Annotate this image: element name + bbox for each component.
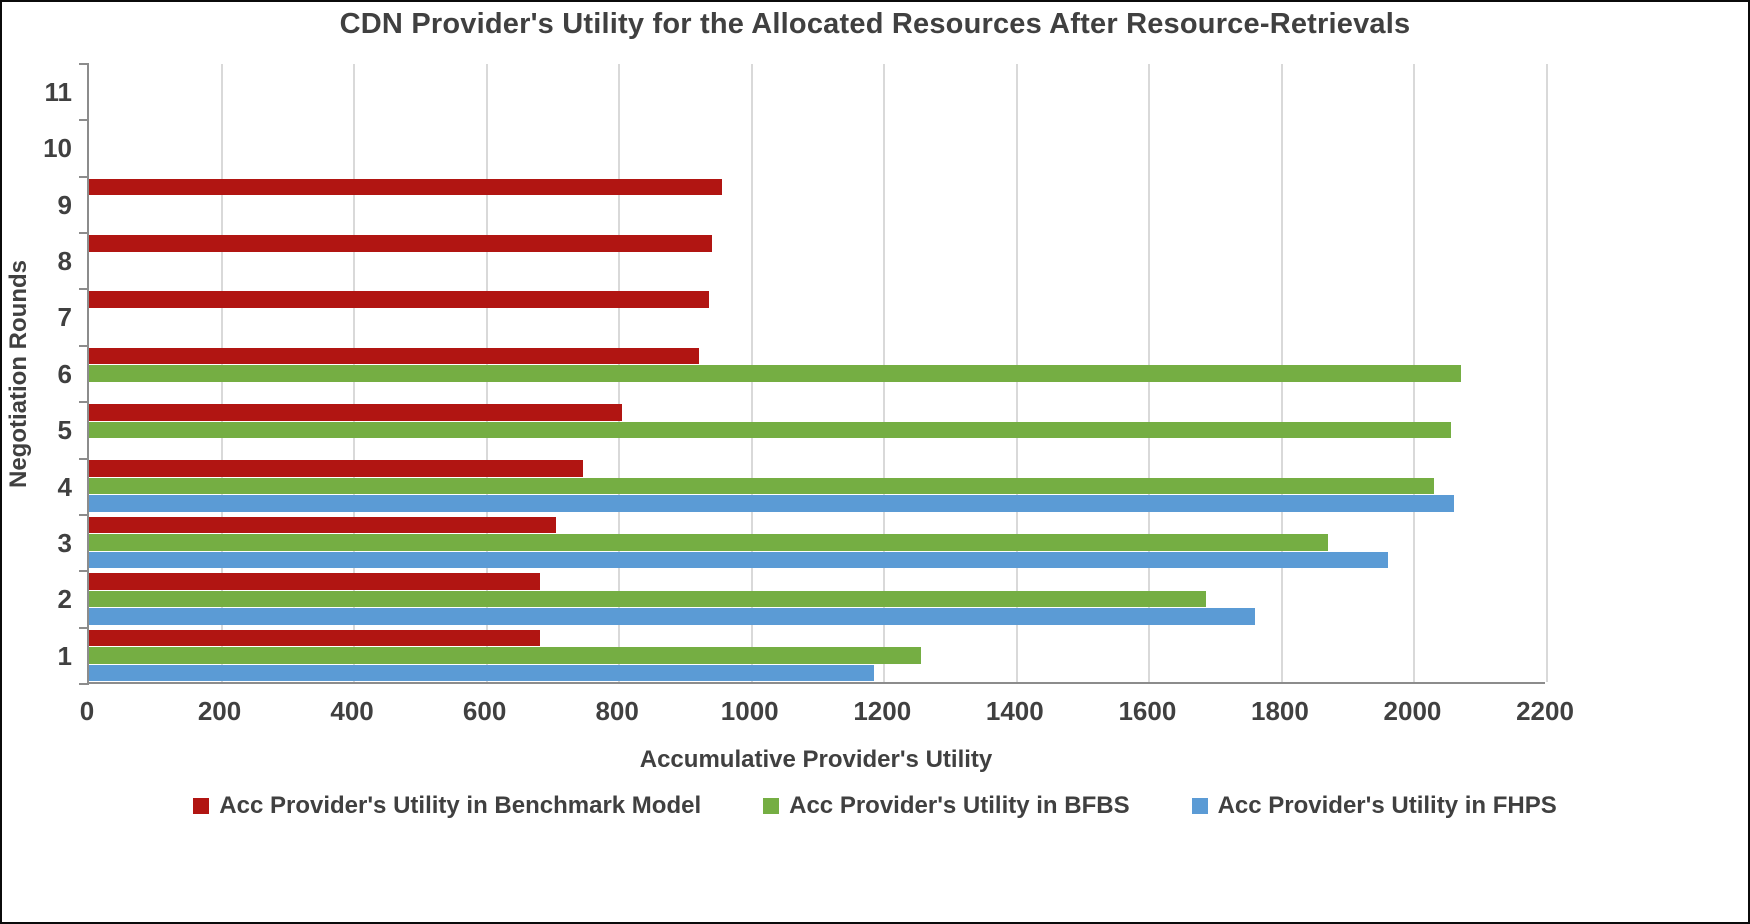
y-tick-label: 11	[44, 77, 73, 107]
legend-swatch-fhps	[1191, 798, 1208, 814]
y-axis-tick	[79, 175, 89, 178]
y-axis-tick	[79, 570, 89, 573]
legend-label-bfbs: Acc Provider's Utility in BFBS	[789, 792, 1130, 819]
legend-item-benchmark: Acc Provider's Utility in Benchmark Mode…	[193, 792, 701, 820]
y-axis-tick	[79, 457, 89, 460]
y-tick-label: 1	[57, 640, 72, 671]
bar-fhps-round-1	[89, 664, 875, 682]
bar-bfbs-round-3	[89, 534, 1329, 551]
x-tick-label: 600	[462, 696, 507, 726]
y-tick-label: 3	[57, 527, 72, 558]
bar-benchmark-round-4	[89, 460, 583, 477]
legend-item-bfbs: Acc Provider's Utility in BFBS	[763, 792, 1130, 820]
bar-benchmark-round-9	[89, 178, 722, 196]
chart-title: CDN Provider's Utility for the Allocated…	[339, 8, 1411, 40]
x-tick-label: 0	[79, 696, 95, 726]
x-tick-label: 1800	[1250, 696, 1309, 726]
bar-bfbs-round-5	[89, 421, 1451, 439]
x-tick-label: 2200	[1516, 696, 1574, 726]
y-axis-tick	[79, 344, 89, 347]
plot-area	[79, 63, 1548, 685]
bar-fhps-round-3	[89, 551, 1388, 569]
y-axis-tick	[79, 626, 89, 629]
y-axis-tick	[79, 683, 89, 685]
bar-benchmark-round-3	[89, 516, 557, 534]
y-tick-label: 6	[57, 358, 72, 389]
x-tick-label: 2000	[1383, 696, 1442, 726]
x-axis-title: Accumulative Provider's Utility	[639, 746, 993, 773]
legend: Acc Provider's Utility in Benchmark Mode…	[2, 792, 1748, 820]
y-axis-tick	[79, 232, 89, 235]
y-tick-label: 9	[57, 189, 72, 220]
y-tick-label: 8	[57, 246, 72, 277]
x-tick-label: 1000	[720, 696, 779, 726]
y-tick-label: 4	[57, 471, 72, 502]
x-tick-label: 400	[330, 696, 374, 726]
y-tick-label: 2	[57, 584, 72, 615]
bar-bfbs-round-1	[89, 647, 921, 664]
bar-bfbs-round-6	[89, 365, 1461, 382]
x-tick-label: 1200	[853, 696, 912, 726]
x-tick-label: 1400	[985, 696, 1044, 726]
y-tick-label: 7	[57, 302, 72, 333]
bar-benchmark-round-7	[89, 291, 709, 308]
x-tick-label: 800	[595, 696, 639, 726]
y-axis-tick	[79, 63, 89, 65]
y-axis-tick	[79, 288, 89, 291]
legend-label-fhps: Acc Provider's Utility in FHPS	[1217, 792, 1557, 819]
legend-item-fhps: Acc Provider's Utility in FHPS	[1191, 792, 1557, 820]
bar-bfbs-round-2	[89, 590, 1206, 608]
gridline	[1546, 64, 1548, 682]
bar-fhps-round-2	[89, 608, 1256, 625]
y-axis-tick	[79, 119, 89, 122]
y-tick-label: 5	[57, 415, 72, 446]
legend-swatch-benchmark	[193, 798, 210, 814]
bar-benchmark-round-6	[89, 347, 699, 365]
x-tick-label: 1600	[1118, 696, 1177, 726]
y-tick-label: 10	[43, 133, 72, 164]
legend-swatch-bfbs	[763, 798, 780, 814]
bar-benchmark-round-1	[89, 629, 540, 647]
x-tick-label: 200	[197, 696, 242, 726]
y-axis-tick	[79, 401, 89, 404]
bar-benchmark-round-2	[89, 573, 540, 590]
bar-benchmark-round-5	[89, 404, 623, 421]
y-axis-tick	[79, 513, 89, 516]
bar-fhps-round-4	[89, 495, 1455, 512]
legend-label-benchmark: Acc Provider's Utility in Benchmark Mode…	[219, 792, 702, 819]
bar-benchmark-round-8	[89, 235, 712, 252]
bar-bfbs-round-4	[89, 477, 1435, 495]
